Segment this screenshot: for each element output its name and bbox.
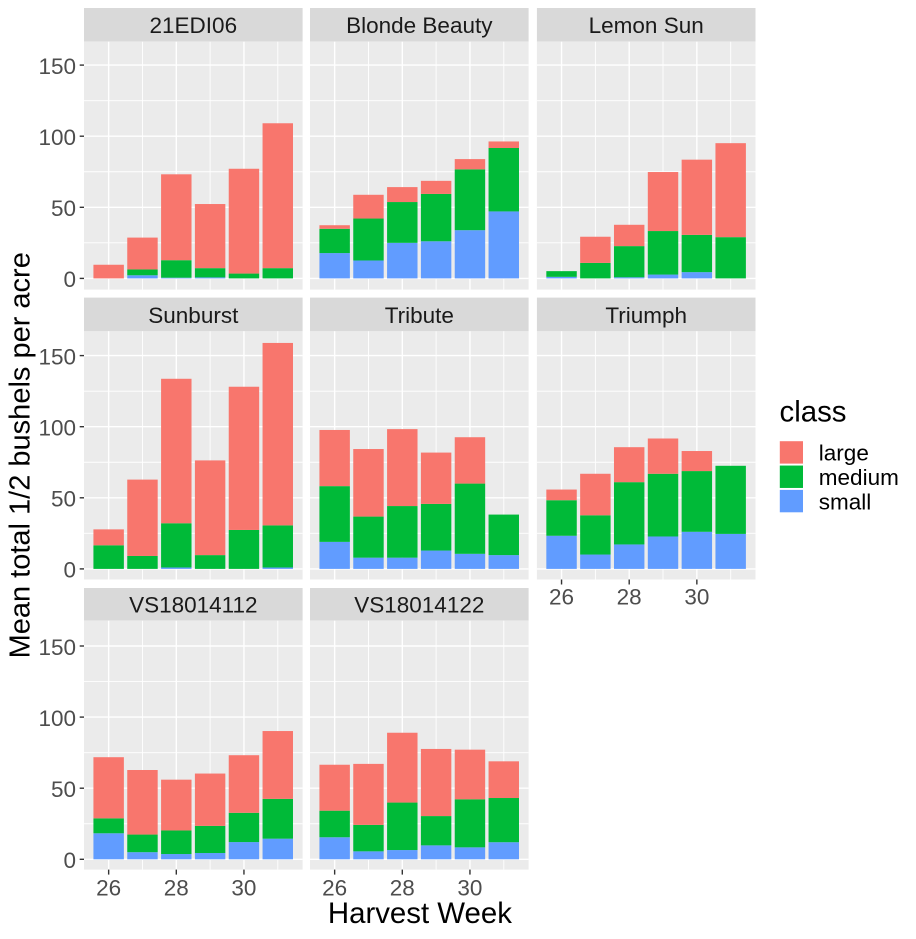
svg-text:28: 28 [390, 875, 415, 900]
svg-text:Harvest Week: Harvest Week [328, 897, 512, 930]
svg-text:30: 30 [684, 584, 709, 609]
svg-text:0: 0 [63, 558, 76, 583]
svg-text:26: 26 [96, 875, 121, 900]
svg-text:0: 0 [63, 267, 76, 292]
svg-text:100: 100 [38, 416, 76, 441]
svg-text:Sunburst: Sunburst [148, 303, 239, 328]
svg-text:Triumph: Triumph [605, 303, 687, 328]
svg-text:0: 0 [63, 848, 76, 873]
svg-text:30: 30 [457, 875, 482, 900]
svg-text:class: class [780, 396, 847, 429]
svg-text:100: 100 [38, 125, 76, 150]
svg-text:50: 50 [51, 196, 76, 221]
svg-text:Blonde Beauty: Blonde Beauty [346, 13, 493, 38]
svg-text:50: 50 [51, 487, 76, 512]
svg-text:21EDI06: 21EDI06 [150, 13, 238, 38]
svg-text:30: 30 [231, 875, 256, 900]
svg-text:Tribute: Tribute [385, 303, 454, 328]
svg-text:Lemon Sun: Lemon Sun [589, 13, 704, 38]
svg-text:VS18014112: VS18014112 [129, 593, 257, 618]
svg-text:Mean total 1/2 bushels per acr: Mean total 1/2 bushels per acre [4, 252, 36, 658]
svg-text:50: 50 [51, 777, 76, 802]
svg-text:large: large [819, 441, 869, 466]
svg-text:26: 26 [549, 584, 574, 609]
svg-text:medium: medium [819, 465, 899, 490]
svg-text:small: small [819, 489, 872, 514]
svg-text:28: 28 [164, 875, 189, 900]
svg-text:150: 150 [38, 635, 76, 660]
svg-text:150: 150 [38, 344, 76, 369]
svg-text:28: 28 [617, 584, 642, 609]
svg-text:VS18014122: VS18014122 [354, 593, 484, 618]
svg-text:26: 26 [322, 875, 347, 900]
svg-text:100: 100 [38, 706, 76, 731]
svg-text:150: 150 [38, 54, 76, 79]
